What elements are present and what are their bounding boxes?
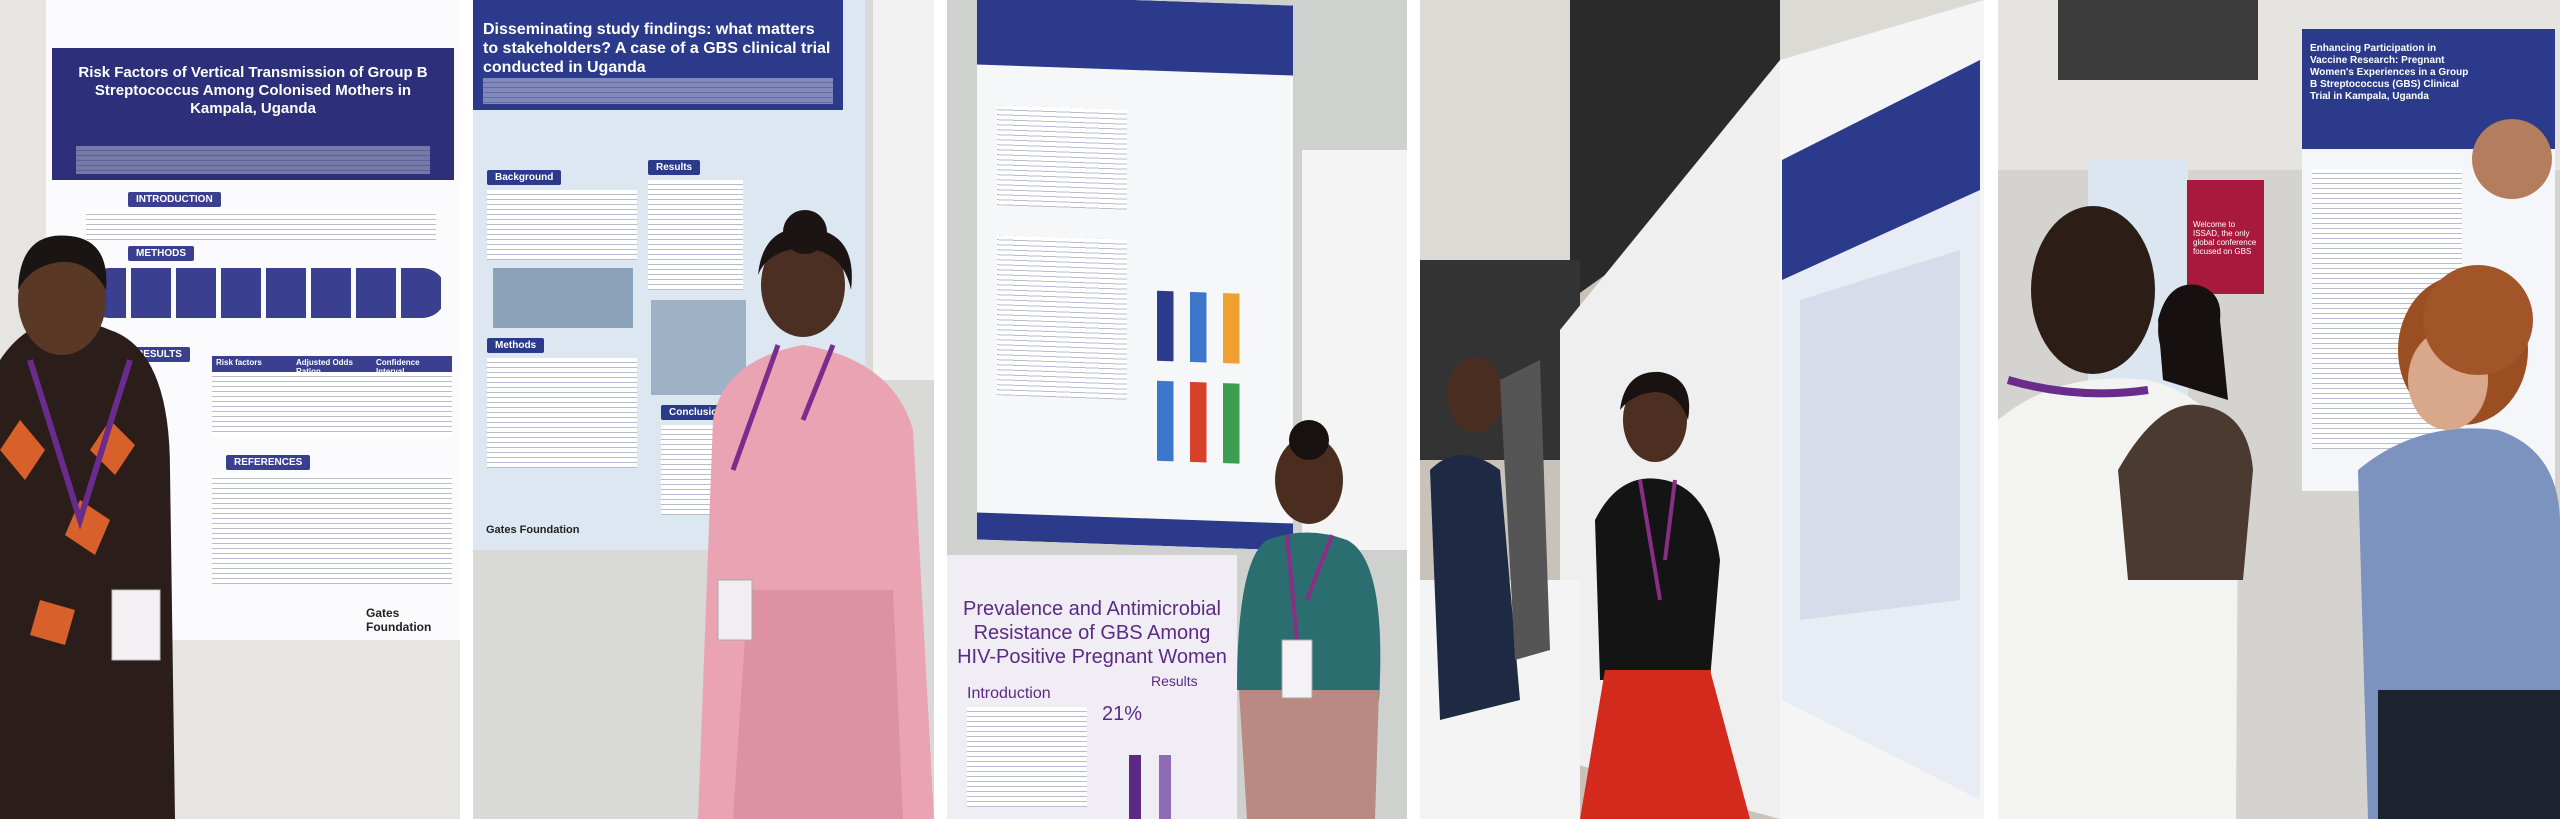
body-text (487, 190, 637, 260)
person-illustration (698, 210, 934, 819)
poster-header (473, 0, 843, 110)
hair-bun (1289, 420, 1329, 460)
adjacent-poster (873, 0, 934, 380)
body-text (967, 707, 1087, 807)
head (761, 233, 845, 337)
section-heading: Methods (487, 338, 545, 353)
head (1623, 378, 1687, 462)
welcome-banner: Welcome to ISSAD, the only global confer… (2187, 180, 2264, 294)
table-header-cell: Risk factors (216, 358, 262, 367)
red-skirt (1580, 670, 1750, 819)
poster-header (52, 48, 454, 180)
table-header-cell: Adjusted Odds Ration (296, 358, 353, 376)
photo-panel: Welcome to ISSAD, the only global confer… (1998, 0, 2560, 819)
body-text (487, 358, 637, 468)
person-background (1500, 360, 1550, 660)
person-illustration (1237, 420, 1381, 819)
poster: Enhancing Participation in Vaccine Resea… (2302, 29, 2555, 491)
poster-footer: Gates Foundation (366, 606, 432, 634)
poster: Prevalence and Antimicrobial Resistance … (947, 555, 1237, 819)
photo-panel: Risk Factors of Vertical Transmission of… (0, 0, 460, 819)
methods-flow (86, 268, 446, 318)
section-heading: Background (487, 170, 562, 185)
photo-inset (2472, 119, 2552, 199)
poster-title: Risk Factors of Vertical Transmission of… (78, 64, 428, 117)
dress-pattern (0, 420, 135, 645)
lanyard (730, 344, 836, 471)
badge (1281, 639, 1313, 699)
poster-affiliations (76, 146, 430, 174)
adjacent-poster (2088, 160, 2188, 430)
hair-bun (783, 210, 827, 254)
badge (717, 579, 753, 641)
body-text (648, 180, 743, 290)
results-table-body (212, 372, 452, 436)
key-statistic: 21% (1102, 703, 1143, 725)
head (1447, 357, 1503, 433)
references-text (212, 474, 452, 584)
badge (111, 589, 161, 661)
table-header-cell: Confidence Interval (376, 358, 420, 376)
poster-title: Enhancing Participation in Vaccine Resea… (2310, 43, 2469, 102)
photo-panel: Prevalence and Antimicrobial Resistance … (947, 0, 1407, 819)
lanyard (27, 359, 133, 531)
section-heading: METHODS (128, 246, 194, 261)
poster-title: Disseminating study findings: what matte… (483, 21, 831, 77)
section-heading: INTRODUCTION (128, 192, 221, 207)
lanyard (1285, 534, 1334, 641)
bar-chart-figure (1119, 755, 1219, 819)
person-illustration (0, 235, 175, 819)
section-heading: Introduction (967, 685, 1051, 702)
photo-panel (1420, 0, 1984, 819)
section-heading: REFERENCES (226, 455, 311, 470)
poster-body (1800, 250, 1960, 620)
body-text (2312, 169, 2462, 449)
poster-header (1782, 60, 1980, 280)
hair (1620, 371, 1690, 420)
hair (758, 227, 852, 290)
dress (0, 320, 175, 819)
lanyard (1638, 479, 1677, 601)
banner-text: Welcome to ISSAD, the only global confer… (2193, 220, 2257, 256)
photo-inset (651, 300, 746, 395)
trousers (1239, 690, 1379, 819)
window-band (2058, 0, 2258, 80)
poster-title: Prevalence and Antimicrobial Resistance … (957, 598, 1227, 668)
section-heading: Results (648, 160, 701, 175)
poster-footer: Gates Foundation (486, 524, 580, 536)
back-wall (1420, 260, 1580, 460)
poster-authors (483, 78, 833, 104)
hair (18, 235, 107, 290)
person (1430, 455, 1520, 720)
head (1275, 436, 1343, 524)
photo-inset (493, 268, 633, 328)
skirt (733, 590, 903, 819)
photo-panel: Disseminating study findings: what matte… (473, 0, 934, 819)
body-text (86, 210, 436, 240)
ceiling-recess (1570, 0, 1780, 300)
teal-top (1237, 532, 1381, 700)
section-heading: Results (1151, 673, 1198, 689)
scene-illustration (1420, 0, 1984, 819)
head (18, 245, 106, 355)
